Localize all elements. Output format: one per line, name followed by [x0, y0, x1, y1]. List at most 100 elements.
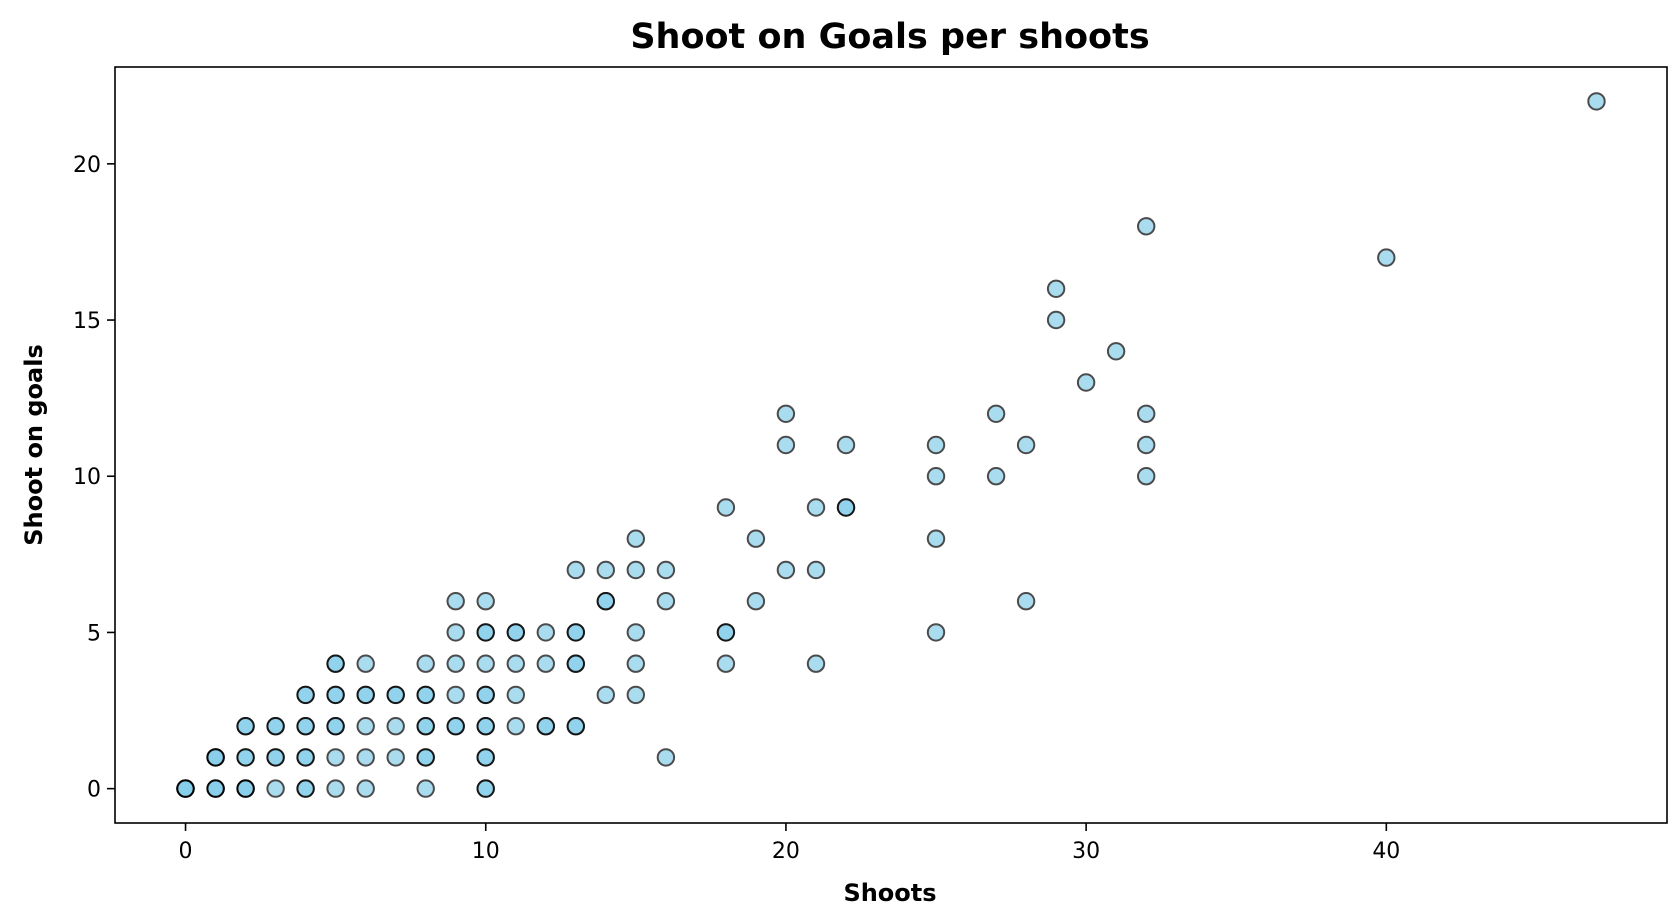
data-point [986, 404, 1006, 423]
data-point [1076, 373, 1096, 392]
data-point [296, 779, 315, 798]
data-point [476, 592, 495, 611]
data-point [1137, 435, 1156, 455]
data-point [326, 685, 345, 705]
data-point [806, 560, 826, 580]
data-point [266, 779, 285, 798]
data-point [716, 498, 736, 517]
x-axis-ticks: 0 10 20 30 40 [179, 823, 1400, 864]
data-point [626, 529, 645, 548]
data-point [806, 498, 826, 517]
data-point [236, 717, 255, 736]
x-tick-label: 40 [1372, 839, 1400, 864]
data-point [476, 717, 495, 736]
data-point [206, 748, 225, 767]
data-point [596, 560, 615, 580]
data-point [476, 685, 495, 705]
data-point [656, 592, 676, 611]
data-point [1106, 342, 1126, 361]
data-point [536, 717, 555, 736]
data-point [416, 654, 435, 673]
data-point [716, 623, 736, 642]
data-point [506, 654, 525, 673]
y-tick-label: 5 [87, 621, 101, 646]
data-point [1046, 310, 1066, 330]
data-point [836, 435, 856, 455]
plot-area-frame [114, 66, 1668, 824]
data-point [626, 623, 645, 642]
x-tick-label: 20 [772, 839, 800, 864]
data-point [746, 592, 766, 611]
data-point [1016, 592, 1036, 611]
data-point [776, 435, 796, 455]
data-point [386, 685, 405, 705]
data-point [566, 560, 585, 580]
data-point [446, 654, 465, 673]
data-point [476, 748, 495, 767]
data-point [476, 779, 495, 798]
points-layer [176, 92, 1606, 798]
data-point [206, 779, 225, 798]
data-point [926, 467, 946, 486]
data-point [656, 748, 676, 767]
data-point [356, 717, 375, 736]
data-point [446, 623, 465, 642]
data-point [296, 685, 315, 705]
data-point [986, 467, 1006, 486]
y-tick-label: 0 [87, 778, 101, 803]
data-point [716, 654, 736, 673]
data-point [536, 623, 555, 642]
data-point [356, 779, 375, 798]
chart-title: Shoot on Goals per shoots [630, 17, 1149, 57]
data-point [326, 717, 345, 736]
data-point [776, 404, 796, 423]
y-tick-label: 10 [73, 465, 101, 490]
data-point [566, 623, 585, 642]
data-point [416, 748, 435, 767]
data-point [236, 748, 255, 767]
data-point [446, 685, 465, 705]
data-point [326, 748, 345, 767]
data-point [536, 654, 555, 673]
data-point [386, 717, 405, 736]
data-point [266, 717, 285, 736]
data-point [356, 685, 375, 705]
data-point [446, 717, 465, 736]
data-point [656, 560, 676, 580]
data-point [746, 529, 766, 548]
x-tick-label: 10 [472, 839, 500, 864]
data-point [1046, 279, 1066, 298]
data-point [1137, 404, 1156, 423]
data-point [566, 654, 585, 673]
data-point [506, 717, 525, 736]
data-point [386, 748, 405, 767]
data-point [416, 685, 435, 705]
data-point [776, 560, 796, 580]
data-point [416, 717, 435, 736]
y-axis-label: Shoot on goals [20, 344, 48, 545]
y-tick-label: 20 [73, 153, 101, 178]
data-point [626, 560, 645, 580]
x-tick-label: 0 [179, 839, 193, 864]
data-point [626, 654, 645, 673]
data-point [476, 654, 495, 673]
data-point [1587, 92, 1606, 111]
data-point [296, 748, 315, 767]
data-point [1137, 217, 1156, 236]
data-point [236, 779, 255, 798]
data-point [326, 654, 345, 673]
data-point [926, 529, 946, 548]
data-point [506, 685, 525, 705]
data-point [506, 623, 525, 642]
data-point [356, 654, 375, 673]
data-point [296, 717, 315, 736]
data-point [566, 717, 585, 736]
x-axis-label: Shoots [843, 879, 936, 907]
data-point [626, 685, 645, 705]
data-point [1137, 467, 1156, 486]
y-tick-label: 15 [73, 309, 101, 334]
data-point [326, 779, 345, 798]
data-point [926, 623, 946, 642]
data-point [176, 779, 195, 798]
